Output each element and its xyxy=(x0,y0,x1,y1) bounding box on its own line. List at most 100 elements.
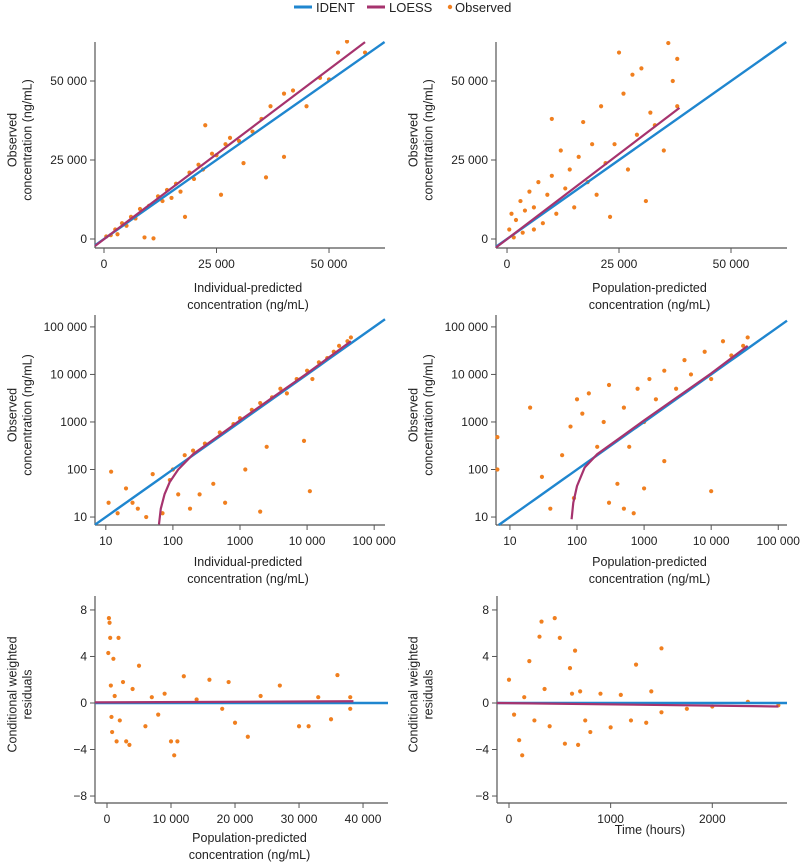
observed-point xyxy=(554,211,559,216)
observed-point xyxy=(127,742,132,747)
observed-point xyxy=(348,335,354,340)
x-tick-label: 10 xyxy=(503,534,517,548)
observed-point xyxy=(150,472,155,477)
x-tick-label: 30 000 xyxy=(281,812,318,826)
y-tick-label: −8 xyxy=(73,789,87,803)
observed-point xyxy=(549,116,554,122)
observed-point xyxy=(194,697,199,702)
observed-point xyxy=(348,695,353,700)
observed-point xyxy=(594,192,599,197)
observed-point xyxy=(527,189,532,194)
x-tick-label: 2000 xyxy=(699,812,726,826)
observed-point xyxy=(187,506,193,511)
legend: IDENT LOESS Observed xyxy=(294,0,511,15)
observed-point xyxy=(563,186,568,191)
observed-point xyxy=(115,232,120,237)
observed-point xyxy=(310,376,315,382)
observed-point xyxy=(207,677,212,682)
observed-point xyxy=(335,672,340,678)
observed-point xyxy=(542,686,547,692)
observed-point xyxy=(572,648,578,653)
y-tick-label: 4 xyxy=(80,649,87,663)
observed-point xyxy=(562,741,568,746)
x-axis-label: Individual-predicted xyxy=(194,555,302,569)
observed-point xyxy=(616,50,622,55)
observed-point xyxy=(662,459,667,464)
y-tick-label: 25 000 xyxy=(451,153,488,167)
observed-point xyxy=(644,720,649,725)
observed-point xyxy=(495,435,500,440)
loess-line xyxy=(496,701,779,708)
observed-point xyxy=(241,161,246,166)
observed-point xyxy=(258,693,263,699)
x-axis-label: Population-predicted xyxy=(592,281,707,295)
y-tick-label: 100 000 xyxy=(445,320,489,334)
observed-point xyxy=(635,386,640,391)
y-tick-label: −8 xyxy=(475,789,489,803)
observed-point xyxy=(169,195,174,201)
observed-point xyxy=(268,104,273,109)
observed-point xyxy=(243,467,248,472)
observed-point xyxy=(520,753,525,758)
y-tick-label: 50 000 xyxy=(50,74,87,88)
x-axis-label: concentration (ng/mL) xyxy=(187,298,309,312)
y-tick-label: 50 000 xyxy=(451,74,488,88)
y-tick-label: 100 xyxy=(468,463,488,477)
loess-line xyxy=(94,700,354,704)
observed-point xyxy=(583,718,588,723)
observed-point xyxy=(531,227,536,232)
y-tick-label: 0 xyxy=(481,232,488,246)
observed-point xyxy=(106,615,112,621)
observed-point xyxy=(107,620,112,625)
observed-point xyxy=(572,205,577,210)
observed-point xyxy=(574,397,580,402)
x-axis-label: Individual-predicted xyxy=(194,281,302,295)
y-tick-label: 8 xyxy=(80,603,87,617)
observed-point xyxy=(659,646,664,651)
observed-point xyxy=(130,686,135,692)
observed-point xyxy=(284,391,289,396)
x-tick-label: 10 000 xyxy=(153,812,190,826)
observed-point xyxy=(618,692,623,697)
observed-point xyxy=(625,167,631,172)
observed-point xyxy=(576,154,581,159)
y-tick-label: 0 xyxy=(482,696,489,710)
y-axis-label: Observed xyxy=(406,388,420,442)
observed-point xyxy=(522,695,527,700)
observed-point xyxy=(621,91,626,96)
observed-point xyxy=(306,724,311,729)
x-tick-label: 0 xyxy=(101,257,108,271)
observed-point xyxy=(518,198,523,204)
observed-point xyxy=(630,72,635,77)
observed-point xyxy=(495,467,500,472)
ident-line xyxy=(94,318,386,526)
x-tick-label: 1000 xyxy=(227,534,254,548)
observed-point xyxy=(567,666,573,671)
observed-point xyxy=(648,110,653,115)
ident-line xyxy=(497,319,788,526)
observed-point xyxy=(114,739,119,744)
observed-point xyxy=(175,739,180,744)
observed-point xyxy=(223,500,228,505)
observed-point xyxy=(245,734,250,739)
observed-point xyxy=(549,173,554,178)
plot-area xyxy=(495,319,788,526)
observed-point xyxy=(509,211,514,216)
observed-point xyxy=(539,474,545,479)
x-tick-label: 100 xyxy=(163,534,183,548)
x-axis-label: concentration (ng/mL) xyxy=(589,572,711,586)
panel-3: 10 100 1000 10 000 100 000 10 100 1000 10 000 100… xyxy=(5,315,396,586)
x-tick-label: 40 000 xyxy=(345,812,382,826)
observed-point xyxy=(557,635,562,640)
observed-point xyxy=(627,444,632,449)
panel-2: 0 25 000 50 000 0 25 000 50 000 Population-pre… xyxy=(406,40,787,312)
observed-point xyxy=(307,489,312,494)
observed-point xyxy=(301,438,307,443)
x-axis-label: concentration (ng/mL) xyxy=(187,572,309,586)
observed-point xyxy=(709,489,714,494)
observed-point xyxy=(111,656,116,661)
y-tick-label: 0 xyxy=(80,696,87,710)
observed-point xyxy=(659,710,664,715)
plot-area xyxy=(94,40,386,247)
observed-point xyxy=(290,88,296,93)
